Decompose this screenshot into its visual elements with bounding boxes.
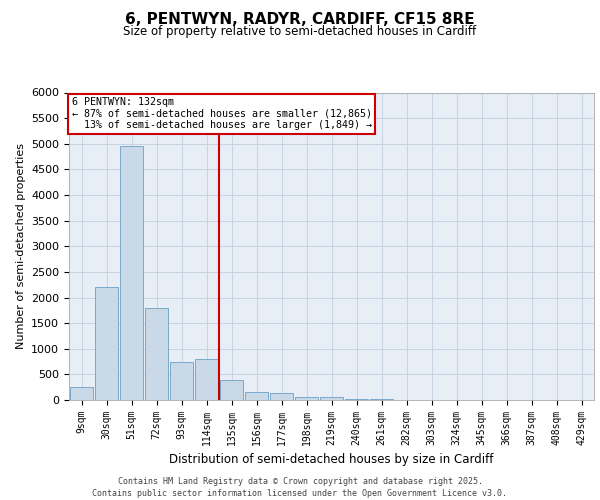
Bar (245, 392, 268, 400)
Bar (270, 394, 293, 400)
Bar (120, 146, 143, 400)
X-axis label: Distribution of semi-detached houses by size in Cardiff: Distribution of semi-detached houses by … (169, 454, 494, 466)
Text: 6 PENTWYN: 132sqm
← 87% of semi-detached houses are smaller (12,865)
  13% of se: 6 PENTWYN: 132sqm ← 87% of semi-detached… (71, 97, 371, 130)
Bar (320, 398, 343, 400)
Bar (70, 387, 93, 400)
Bar (95, 287, 118, 400)
Bar (295, 397, 318, 400)
Bar (220, 380, 243, 400)
Bar (145, 308, 168, 400)
Text: Size of property relative to semi-detached houses in Cardiff: Size of property relative to semi-detach… (124, 25, 476, 38)
Text: Contains HM Land Registry data © Crown copyright and database right 2025.
Contai: Contains HM Land Registry data © Crown c… (92, 476, 508, 498)
Y-axis label: Number of semi-detached properties: Number of semi-detached properties (16, 143, 26, 349)
Bar (170, 362, 193, 400)
Bar (345, 399, 368, 400)
Bar (195, 359, 218, 400)
Text: 6, PENTWYN, RADYR, CARDIFF, CF15 8RE: 6, PENTWYN, RADYR, CARDIFF, CF15 8RE (125, 12, 475, 28)
